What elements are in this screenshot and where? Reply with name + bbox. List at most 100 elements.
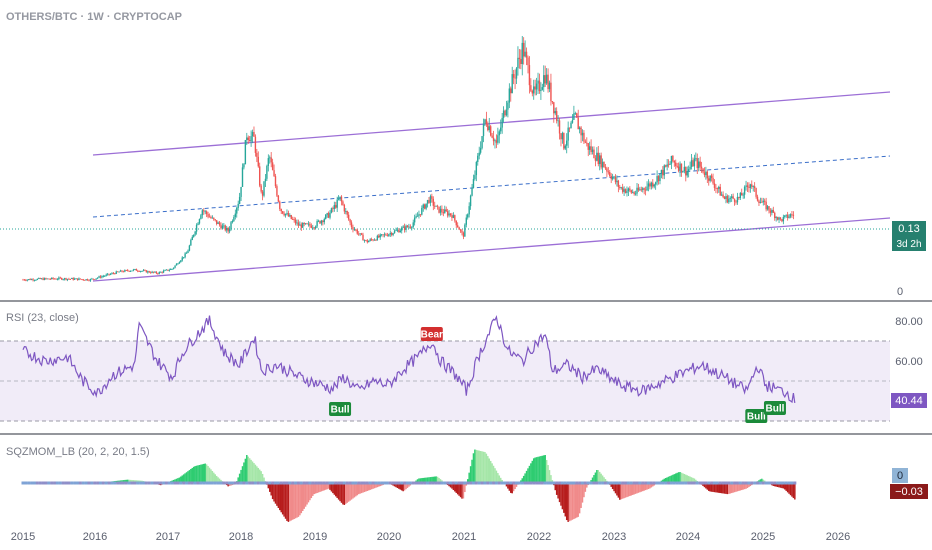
squeeze-dot bbox=[334, 481, 338, 485]
momentum-bar bbox=[719, 483, 721, 494]
squeeze-dot bbox=[517, 481, 521, 485]
momentum-bar bbox=[640, 483, 643, 492]
momentum-bar bbox=[302, 483, 304, 511]
squeeze-dot bbox=[47, 481, 51, 485]
momentum-bar bbox=[617, 483, 620, 498]
candle-body bbox=[259, 166, 261, 186]
squeeze-dot bbox=[667, 481, 671, 485]
squeeze-dot bbox=[609, 481, 613, 485]
squeeze-dot bbox=[216, 481, 220, 485]
momentum-bar bbox=[431, 476, 433, 483]
candle-body bbox=[613, 176, 615, 178]
candle-body bbox=[52, 277, 54, 279]
squeeze-dot bbox=[219, 481, 223, 485]
squeeze-dot bbox=[718, 481, 722, 485]
squeeze-dot bbox=[93, 481, 97, 485]
squeeze-dot bbox=[486, 481, 490, 485]
candle-body bbox=[22, 279, 24, 281]
squeeze-dot bbox=[119, 481, 123, 485]
squeeze-dot bbox=[73, 481, 77, 485]
candle-body bbox=[174, 265, 176, 268]
candle-body bbox=[413, 217, 416, 223]
candle-body bbox=[474, 175, 476, 180]
candle-body bbox=[360, 233, 363, 235]
momentum-bar bbox=[535, 457, 538, 483]
momentum-bar bbox=[530, 463, 532, 483]
squeeze-dot bbox=[572, 481, 576, 485]
momentum-bar bbox=[739, 483, 742, 491]
candle-body bbox=[564, 145, 566, 149]
candle-body bbox=[596, 152, 598, 161]
candle-body bbox=[763, 200, 766, 202]
momentum-bar bbox=[565, 483, 568, 521]
candle-body bbox=[698, 161, 700, 169]
squeeze-dot bbox=[273, 481, 277, 485]
momentum-bar bbox=[244, 458, 247, 483]
momentum-bar bbox=[185, 472, 188, 483]
momentum-bar bbox=[578, 483, 581, 514]
squeeze-dot bbox=[698, 481, 702, 485]
momentum-bar bbox=[131, 479, 133, 483]
squeeze-dot bbox=[251, 481, 255, 485]
momentum-bar bbox=[639, 483, 641, 493]
momentum-bar bbox=[666, 477, 668, 483]
momentum-bar bbox=[735, 483, 737, 492]
candle-body bbox=[696, 158, 698, 169]
momentum-bar bbox=[495, 470, 498, 483]
momentum-bar bbox=[208, 467, 211, 483]
squeeze-dot bbox=[147, 481, 151, 485]
squeeze-dot bbox=[641, 481, 645, 485]
momentum-bar bbox=[788, 483, 790, 494]
momentum-bar bbox=[432, 476, 435, 483]
momentum-bar bbox=[458, 483, 460, 496]
squeeze-dot bbox=[139, 481, 143, 485]
candle-body bbox=[445, 209, 447, 212]
candle-body bbox=[253, 132, 255, 137]
time-tick-2022: 2022 bbox=[527, 531, 551, 543]
candle-body bbox=[316, 221, 318, 227]
squeeze-dot bbox=[116, 481, 120, 485]
momentum-bar bbox=[725, 483, 727, 494]
candle-body bbox=[586, 142, 588, 144]
squeeze-dot bbox=[437, 481, 441, 485]
candle-body bbox=[194, 231, 196, 235]
momentum-bar bbox=[524, 473, 526, 483]
candle-body bbox=[401, 227, 403, 231]
squeeze-dot bbox=[727, 481, 731, 485]
momentum-bar bbox=[616, 483, 618, 496]
momentum-bar bbox=[452, 483, 455, 491]
candle-body bbox=[789, 214, 792, 217]
momentum-bar bbox=[276, 483, 278, 506]
squeeze-dot bbox=[199, 481, 203, 485]
candle-body bbox=[788, 216, 790, 218]
candle-body bbox=[177, 263, 179, 265]
candle-body bbox=[732, 196, 734, 199]
momentum-bar bbox=[563, 483, 565, 513]
candle-body bbox=[145, 270, 148, 273]
candle-body bbox=[514, 77, 516, 79]
momentum-bar bbox=[241, 466, 244, 483]
momentum-bar bbox=[630, 483, 633, 496]
momentum-bar bbox=[400, 483, 403, 491]
squeeze-dot bbox=[317, 481, 321, 485]
candle-body bbox=[182, 257, 185, 258]
candle-body bbox=[647, 183, 650, 187]
candle-body bbox=[135, 269, 138, 271]
candle-body bbox=[405, 225, 407, 230]
candle-body bbox=[32, 279, 34, 281]
squeeze-dot bbox=[345, 481, 349, 485]
momentum-bar bbox=[267, 483, 270, 489]
candle-body bbox=[82, 279, 84, 281]
candle-body bbox=[276, 186, 278, 196]
momentum-bar bbox=[667, 476, 670, 483]
squeeze-dot bbox=[497, 481, 501, 485]
momentum-bar bbox=[626, 483, 628, 498]
momentum-bar bbox=[527, 468, 529, 483]
rsi-line bbox=[22, 315, 796, 404]
candle-body bbox=[385, 234, 387, 236]
candle-body bbox=[432, 198, 434, 206]
candle-body bbox=[185, 253, 188, 254]
squeeze-dot bbox=[365, 481, 369, 485]
candle-body bbox=[535, 83, 538, 90]
